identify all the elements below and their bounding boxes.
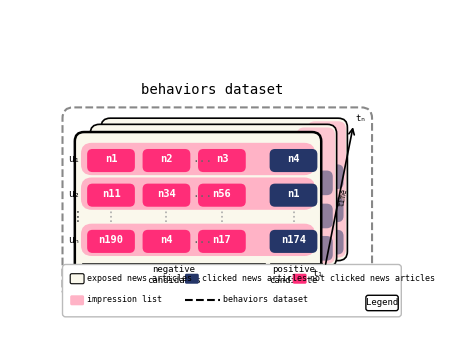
Text: time: time: [336, 187, 349, 207]
FancyBboxPatch shape: [178, 168, 204, 190]
FancyBboxPatch shape: [109, 200, 135, 222]
Text: exposed news articles: exposed news articles: [87, 274, 192, 283]
FancyBboxPatch shape: [109, 233, 135, 255]
Text: n56: n56: [212, 189, 231, 199]
FancyBboxPatch shape: [270, 230, 317, 253]
FancyBboxPatch shape: [299, 236, 333, 261]
Text: u₂: u₂: [68, 189, 79, 199]
FancyBboxPatch shape: [109, 168, 135, 190]
FancyBboxPatch shape: [87, 149, 135, 172]
Text: Legend: Legend: [366, 298, 398, 308]
Text: n17: n17: [212, 235, 231, 245]
FancyBboxPatch shape: [143, 233, 169, 255]
Text: tₙ: tₙ: [355, 114, 366, 123]
FancyBboxPatch shape: [299, 204, 333, 228]
FancyBboxPatch shape: [296, 127, 335, 264]
FancyBboxPatch shape: [143, 168, 169, 190]
Text: ...: ...: [192, 235, 213, 245]
Text: n190: n190: [99, 235, 123, 245]
FancyBboxPatch shape: [270, 149, 317, 172]
FancyBboxPatch shape: [87, 230, 135, 253]
FancyBboxPatch shape: [310, 230, 344, 255]
Text: n11: n11: [102, 189, 120, 199]
Text: n1: n1: [105, 154, 117, 164]
FancyBboxPatch shape: [143, 149, 190, 172]
Text: ...: ...: [192, 154, 213, 164]
FancyBboxPatch shape: [178, 200, 204, 222]
Text: n2: n2: [160, 154, 173, 164]
Text: ...: ...: [192, 189, 213, 199]
FancyBboxPatch shape: [87, 184, 135, 207]
Text: n4: n4: [287, 154, 300, 164]
FancyBboxPatch shape: [143, 200, 169, 222]
FancyBboxPatch shape: [198, 149, 246, 172]
FancyBboxPatch shape: [270, 184, 317, 207]
Text: uₙ: uₙ: [68, 235, 79, 245]
Text: t₁: t₁: [313, 269, 324, 278]
FancyBboxPatch shape: [143, 230, 190, 253]
Text: u₁: u₁: [68, 154, 79, 164]
FancyBboxPatch shape: [198, 230, 246, 253]
FancyBboxPatch shape: [81, 178, 315, 210]
Text: behaviors dataset: behaviors dataset: [222, 295, 308, 304]
Text: impression list: impression list: [87, 295, 162, 304]
FancyBboxPatch shape: [143, 184, 190, 207]
Text: n34: n34: [157, 189, 176, 199]
FancyBboxPatch shape: [63, 265, 401, 317]
FancyBboxPatch shape: [101, 118, 347, 261]
FancyBboxPatch shape: [81, 143, 315, 175]
FancyBboxPatch shape: [310, 198, 344, 222]
Text: n3: n3: [216, 154, 228, 164]
FancyBboxPatch shape: [75, 132, 321, 274]
FancyBboxPatch shape: [310, 164, 344, 189]
Text: clicked news articles: clicked news articles: [202, 274, 307, 283]
FancyBboxPatch shape: [81, 224, 315, 256]
Text: positive
candidate: positive candidate: [269, 265, 318, 285]
Text: behaviors dataset: behaviors dataset: [141, 83, 283, 98]
FancyBboxPatch shape: [307, 121, 346, 257]
Text: negative
candidates: negative candidates: [147, 265, 201, 285]
Text: ⋮: ⋮: [71, 210, 85, 224]
FancyBboxPatch shape: [185, 274, 199, 284]
FancyBboxPatch shape: [178, 233, 204, 255]
Text: n174: n174: [281, 235, 306, 245]
Text: not clicked news articles: not clicked news articles: [310, 274, 434, 283]
FancyBboxPatch shape: [198, 184, 246, 207]
Text: n1: n1: [287, 189, 300, 199]
Text: n4: n4: [160, 235, 173, 245]
FancyBboxPatch shape: [70, 274, 84, 284]
FancyBboxPatch shape: [299, 171, 333, 195]
FancyBboxPatch shape: [293, 274, 306, 284]
FancyBboxPatch shape: [366, 295, 398, 311]
FancyBboxPatch shape: [90, 124, 336, 267]
FancyBboxPatch shape: [70, 295, 84, 305]
